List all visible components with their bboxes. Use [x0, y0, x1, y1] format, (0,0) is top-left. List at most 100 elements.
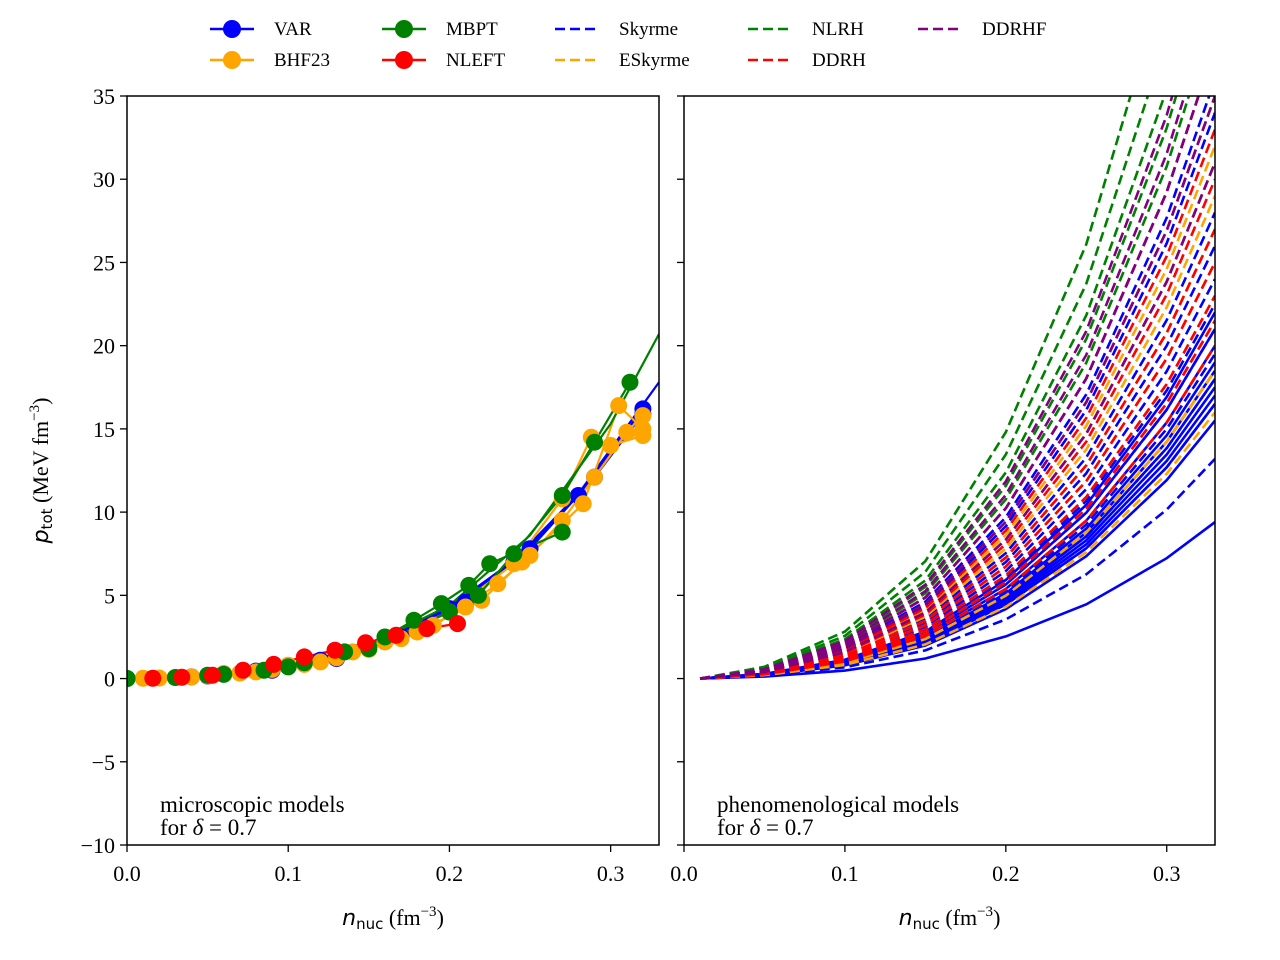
left-xlabel-sub: nuc	[356, 915, 383, 933]
left-annotation-line2: for δ = 0.7	[160, 815, 257, 840]
data-point-mbpt	[469, 586, 487, 604]
y-tick-label: −10	[81, 833, 115, 858]
y-tick-label: 30	[93, 167, 115, 192]
panel-microscopic: 0.0 0.1 0.2 0.3 −10 −5 0 5 10 15 20 25 30 35 microsco…	[27, 84, 660, 933]
data-point-mbpt	[505, 545, 523, 563]
legend-label: DDRH	[812, 50, 866, 71]
panel-phenomenological: 0.0 0.1 0.2 0.3 phenomenological models for…	[670, 95, 1216, 933]
legend-entry-mbpt: MBPT	[382, 19, 498, 40]
data-point-bhf23	[634, 407, 652, 425]
curve-ddrhf	[699, 96, 1186, 680]
curve-nlrh	[699, 96, 1178, 680]
data-point-bhf23	[586, 468, 604, 486]
data-point-mbpt	[586, 433, 604, 451]
left-xlabel-exp: −3	[421, 904, 437, 920]
right-xlabel-sub: nuc	[913, 915, 940, 933]
legend-entry-nleft: NLEFT	[382, 50, 506, 71]
data-point-mbpt	[553, 523, 571, 541]
legend: VAR BHF23 MBPT NLEFT Skyrme ESkyrme NLRH DDRH DD…	[210, 19, 1046, 71]
y-tick-label: 35	[93, 84, 115, 109]
legend-entry-ddrh: DDRH	[748, 50, 866, 71]
y-axis-label: ptot (MeV fm−3)	[27, 398, 56, 545]
legend-label: MBPT	[446, 19, 498, 40]
legend-label: DDRHF	[982, 19, 1046, 40]
left-series-group	[127, 333, 659, 688]
curve-ddrhf	[699, 96, 1200, 680]
data-point-bhf23	[311, 653, 329, 671]
y-tick-label: 15	[93, 417, 115, 442]
right-axes-frame	[683, 95, 1216, 846]
legend-entry-var: VAR	[210, 19, 312, 40]
data-point-bhf23	[553, 511, 571, 529]
x-tick-label: 0.3	[1153, 861, 1181, 886]
legend-label: NLEFT	[446, 50, 506, 71]
legend-label: BHF23	[274, 50, 330, 71]
data-point-bhf23	[574, 495, 592, 513]
y-tick-label: −5	[92, 750, 115, 775]
data-point-bhf23	[602, 437, 620, 455]
data-point-nleft	[144, 669, 162, 687]
data-point-mbpt	[405, 611, 423, 629]
left-annotation-line1: microscopic models	[160, 792, 345, 817]
ylabel-sub: tot	[38, 508, 56, 529]
data-point-nleft	[418, 620, 436, 638]
ylabel-main: p	[29, 529, 54, 544]
left-annotation-symbol: δ	[193, 815, 204, 840]
data-point-mbpt	[553, 486, 571, 504]
data-point-mbpt	[127, 670, 136, 688]
legend-marker	[395, 51, 413, 69]
data-point-nleft	[234, 661, 252, 679]
left-x-axis-label: nnuc (fm−3)	[342, 904, 444, 933]
data-point-mbpt	[621, 373, 639, 391]
right-xlabel-main: n	[899, 906, 913, 931]
right-annotation-line1: phenomenological models	[717, 792, 959, 817]
legend-entry-skyrme: Skyrme	[555, 19, 678, 40]
curve-ddrh	[699, 96, 1200, 680]
legend-label: VAR	[274, 19, 312, 40]
curve-nlrh	[699, 96, 1166, 680]
curve-skyrme	[699, 96, 1200, 680]
curve-nlrh	[699, 96, 1191, 680]
data-point-bhf23	[634, 427, 652, 445]
right-ticks: 0.0 0.1 0.2 0.3	[670, 95, 1181, 886]
ylabel-exp: −3	[27, 405, 43, 421]
y-tick-label: 10	[93, 500, 115, 525]
data-point-bhf23	[489, 575, 507, 593]
left-ticks: 0.0 0.1 0.2 0.3 −10 −5 0 5 10 15 20 25 30 35	[81, 84, 625, 886]
legend-marker	[223, 20, 241, 38]
y-tick-label: 20	[93, 334, 115, 359]
curve-skyrme	[700, 369, 1215, 680]
legend-marker	[395, 20, 413, 38]
curve-ddrhf	[699, 96, 1174, 680]
x-tick-label: 0.0	[670, 861, 698, 886]
x-tick-label: 0.2	[992, 861, 1020, 886]
right-annotation-line2: for δ = 0.7	[717, 815, 814, 840]
y-tick-label: 0	[104, 667, 115, 692]
left-xlabel-main: n	[342, 906, 356, 931]
x-tick-label: 0.2	[436, 861, 464, 886]
legend-entry-ddrhf: DDRHF	[918, 19, 1046, 40]
legend-entry-eskyrme: ESkyrme	[555, 50, 690, 71]
legend-entry-nlrh: NLRH	[748, 19, 864, 40]
right-series-group	[699, 96, 1215, 680]
y-tick-label: 5	[104, 583, 115, 608]
data-point-nleft	[295, 648, 313, 666]
curve-eskyrme	[700, 369, 1215, 680]
data-point-nleft	[357, 634, 375, 652]
legend-entry-bhf23: BHF23	[210, 50, 330, 71]
legend-label: Skyrme	[619, 19, 678, 40]
data-point-nleft	[173, 668, 191, 686]
right-annotation-symbol: δ	[750, 815, 761, 840]
curve-nlrh	[699, 96, 1132, 680]
data-point-bhf23	[610, 397, 628, 415]
left-xlabel-unit: (fm	[383, 905, 420, 930]
right-xlabel-exp: −3	[977, 904, 993, 920]
legend-label: NLRH	[812, 19, 864, 40]
ylabel-unit: (MeV fm	[28, 421, 53, 509]
left-annotation-prefix: for	[160, 815, 193, 840]
y-tick-label: 25	[93, 250, 115, 275]
right-annotation-prefix: for	[717, 815, 750, 840]
data-point-bhf23	[618, 423, 636, 441]
data-point-nleft	[203, 666, 221, 684]
right-xlabel-close: )	[993, 905, 1000, 930]
